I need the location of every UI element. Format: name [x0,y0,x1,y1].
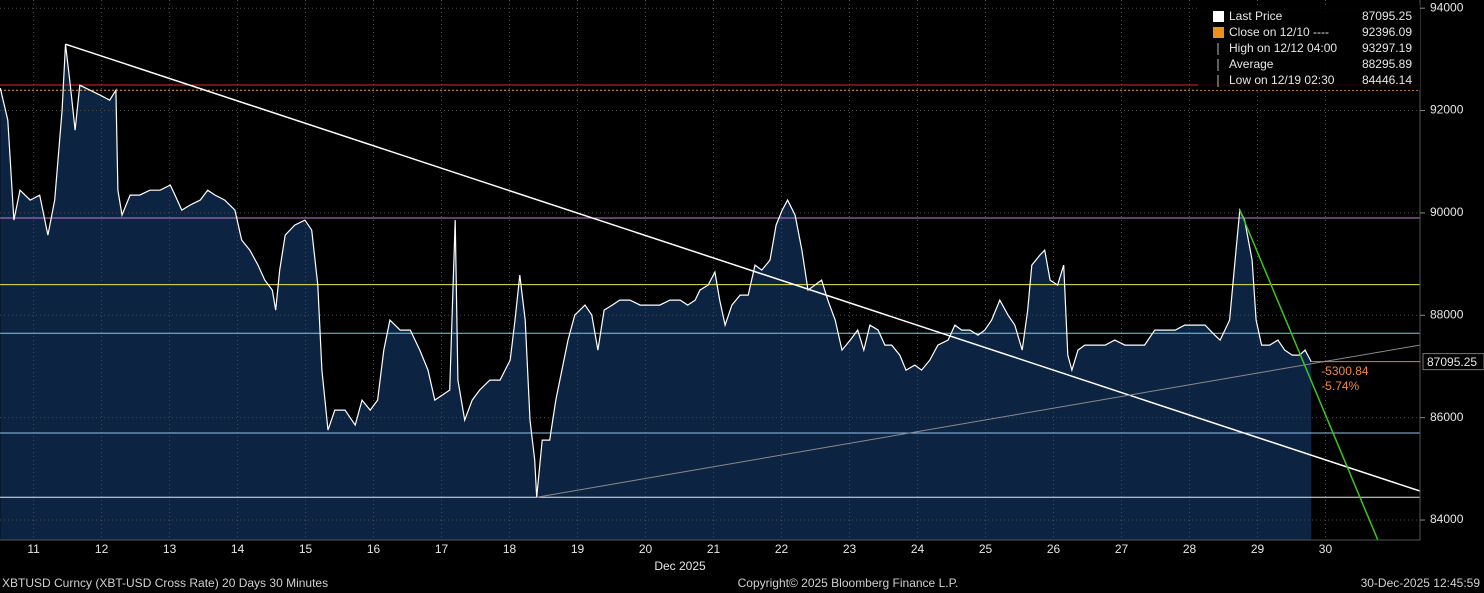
legend-value: 87095.25 [1362,9,1412,23]
legend-value: 92396.09 [1362,25,1412,39]
legend-value: 93297.19 [1362,41,1412,55]
x-tick-label: 26 [1047,542,1061,556]
legend: Last Price 87095.25 Close on 12/10 ---- 923… [1198,5,1420,90]
change-annotation: -5.74% [1321,379,1359,393]
x-tick-label: 25 [979,542,993,556]
x-tick-label: 15 [299,542,313,556]
last-price-tag [1422,353,1484,371]
x-tick-label: 18 [503,542,517,556]
price-line [0,44,1312,498]
last-price-label: 87095.25 [1427,355,1477,369]
trend-line [536,344,1420,498]
x-tick-label: 12 [95,542,109,556]
x-tick-label: 14 [231,542,245,556]
legend-label: Low on 12/19 02:30 [1229,73,1335,87]
footer-center: Copyright© 2025 Bloomberg Finance L.P. [738,576,959,590]
x-tick-label: 19 [571,542,585,556]
trend-line [65,43,1420,492]
footer-right: 30-Dec-2025 12:45:59 [1361,576,1481,590]
x-tick-label: 24 [911,542,925,556]
y-tick-label: 94000 [1430,0,1464,14]
legend-label: Average [1229,57,1274,71]
y-tick-label: 86000 [1430,410,1464,424]
trend-line [1239,209,1379,540]
change-annotation: -5300.84 [1321,364,1369,378]
x-tick-label: 22 [775,542,789,556]
y-tick-label: 90000 [1430,205,1464,219]
x-tick-label: 29 [1251,542,1265,556]
x-tick-label: 13 [163,542,177,556]
legend-box [1198,5,1420,90]
x-tick-label: 28 [1183,542,1197,556]
legend-label: Close on 12/10 ---- [1229,25,1329,39]
x-tick-label: 21 [707,542,721,556]
y-tick-label: 92000 [1430,103,1464,117]
legend-label: High on 12/12 04:00 [1229,41,1337,55]
x-tick-label: 20 [639,542,653,556]
legend-value: 88295.89 [1362,57,1412,71]
x-tick-label: 16 [367,542,381,556]
plot-area [0,0,1420,540]
y-tick-label: 88000 [1430,307,1464,321]
x-tick-label: 17 [435,542,449,556]
legend-swatch [1213,11,1224,22]
footer-left: XBTUSD Curncy (XBT-USD Cross Rate) 20 Da… [2,576,328,590]
x-tick-label: 11 [27,542,40,556]
x-tick-label: 27 [1115,542,1129,556]
x-axis-label: Dec 2025 [654,559,706,573]
legend-label: Last Price [1229,9,1283,23]
y-tick-label: 84000 [1430,512,1464,526]
legend-swatch [1213,27,1224,38]
area-fill [0,44,1312,540]
x-tick-label: 30 [1319,542,1333,556]
legend-value: 84446.14 [1362,73,1412,87]
x-tick-label: 23 [843,542,857,556]
